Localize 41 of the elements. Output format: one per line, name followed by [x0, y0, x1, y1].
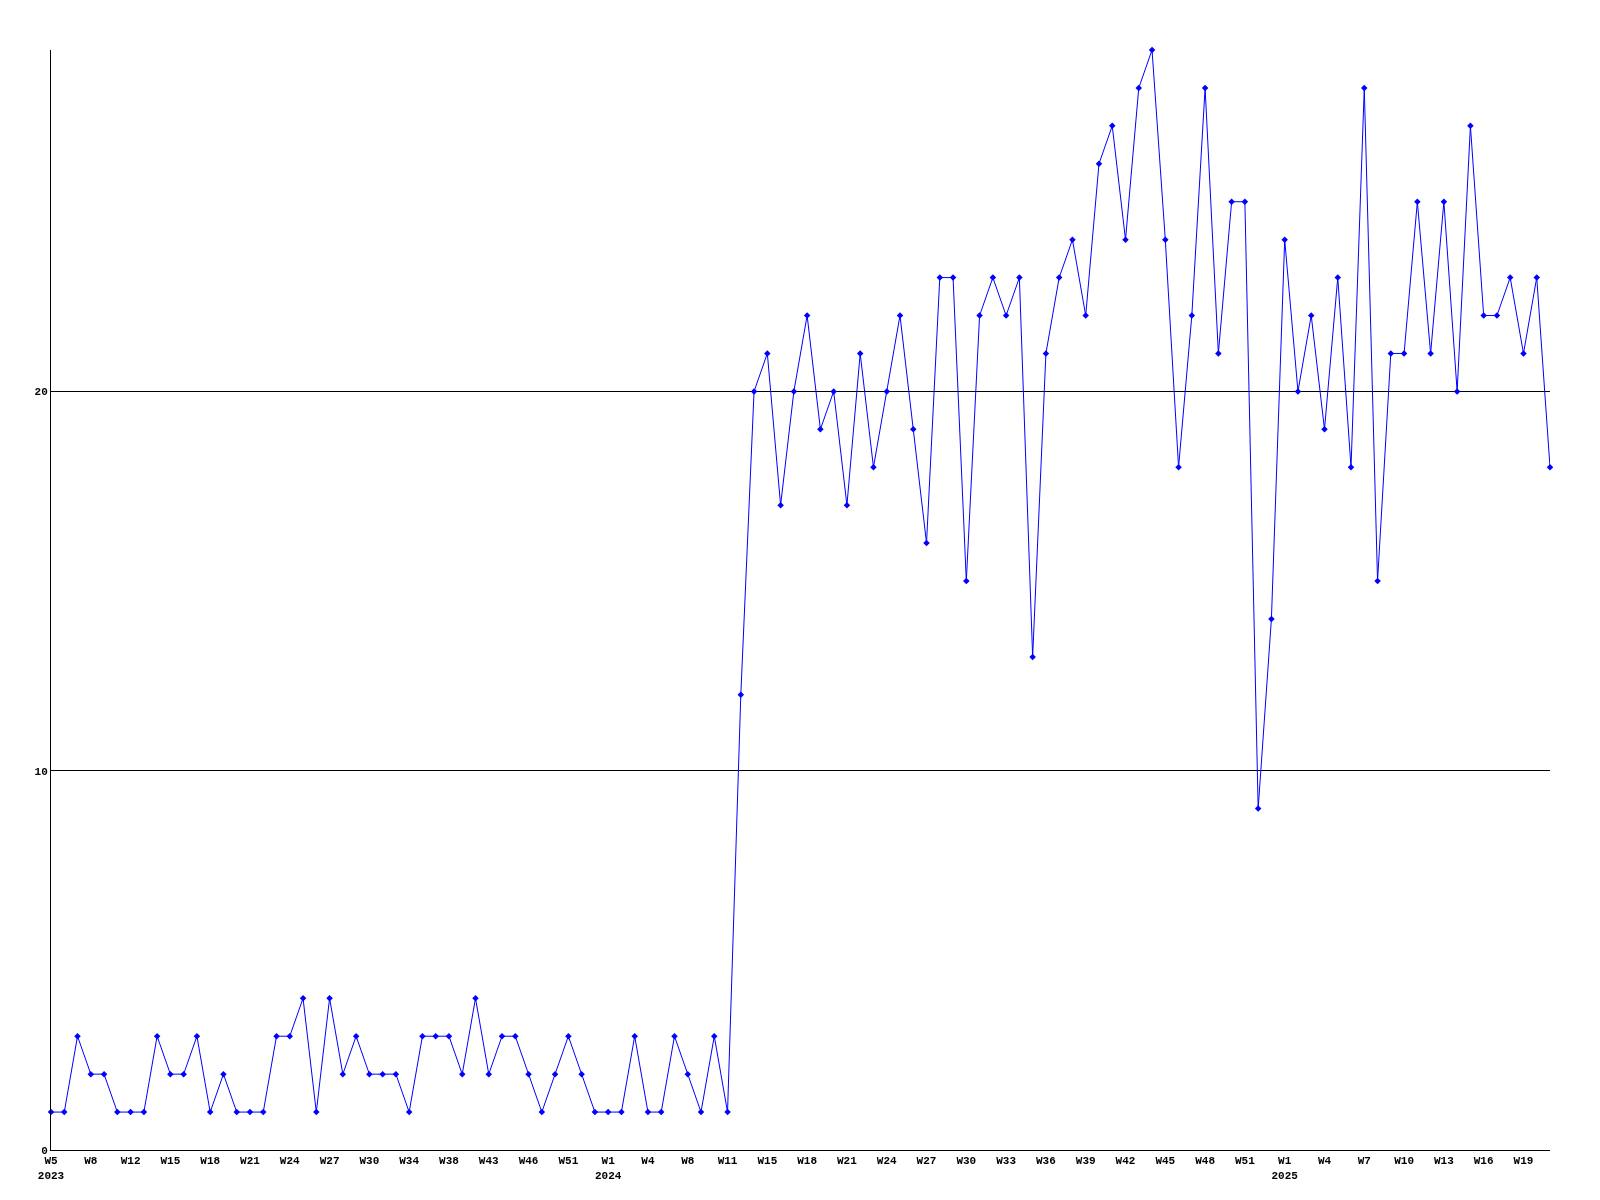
x-tick-label: W51: [558, 1155, 579, 1168]
x-tick-label: W43: [478, 1155, 500, 1168]
x-tick-label: W27: [319, 1155, 340, 1168]
x-tick-label: W4: [641, 1155, 655, 1168]
x-tick-label: W34: [399, 1155, 420, 1168]
x-tick-label: W11: [717, 1155, 738, 1168]
x-tick-label: W15: [757, 1155, 778, 1168]
x-tick-label: W5 2023: [37, 1155, 65, 1182]
x-tick-label: W48: [1195, 1155, 1216, 1168]
x-tick-label: W21: [240, 1155, 261, 1168]
y-tick-label: 0: [41, 1144, 48, 1157]
x-tick-label: W27: [916, 1155, 937, 1168]
x-tick-label: W21: [837, 1155, 858, 1168]
x-tick-label: W30: [956, 1155, 977, 1168]
x-tick-label: W33: [996, 1155, 1017, 1168]
y-tick-label: 10: [34, 765, 48, 778]
x-tick-label: W7: [1357, 1155, 1371, 1168]
x-tick-label: W36: [1036, 1155, 1056, 1168]
x-tick-label: W18: [797, 1155, 818, 1168]
x-tick-label: W38: [439, 1155, 460, 1168]
x-tick-label: W1 2024: [594, 1155, 622, 1182]
x-tick-label: W51: [1234, 1155, 1256, 1168]
x-tick-label: W18: [200, 1155, 221, 1168]
x-tick-label: W8: [84, 1155, 98, 1168]
x-tick-label: W45: [1155, 1155, 1176, 1168]
x-tick-label: W15: [160, 1155, 181, 1168]
x-tick-label: W24: [876, 1155, 898, 1168]
x-tick-label: W24: [279, 1155, 301, 1168]
x-tick-label: W4: [1317, 1155, 1332, 1168]
x-tick-label: W12: [120, 1155, 141, 1168]
x-tick-label: W1 2025: [1271, 1155, 1299, 1182]
x-tick-label: W16: [1473, 1155, 1494, 1168]
x-tick-label: W46: [518, 1155, 539, 1168]
x-tick-label: W30: [359, 1155, 380, 1168]
x-tick-label: W13: [1433, 1155, 1455, 1168]
x-tick-label: W42: [1115, 1155, 1136, 1168]
x-tick-label: W10: [1394, 1155, 1414, 1168]
x-tick-label: W39: [1075, 1155, 1096, 1168]
x-tick-label: W19: [1513, 1155, 1534, 1168]
x-tick-label: W8: [681, 1155, 695, 1168]
y-tick-label: 20: [34, 386, 48, 399]
